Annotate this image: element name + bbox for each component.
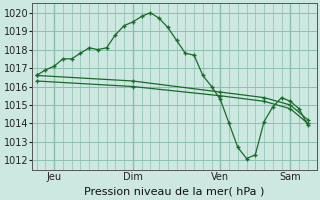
X-axis label: Pression niveau de la mer( hPa ): Pression niveau de la mer( hPa ) <box>84 187 265 197</box>
